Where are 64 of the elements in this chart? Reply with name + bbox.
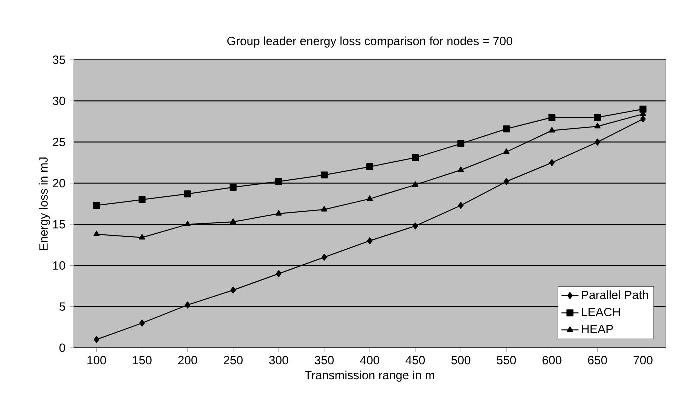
y-tick-label: 30	[52, 96, 66, 106]
point	[549, 127, 556, 133]
x-tick-label: 150	[133, 356, 152, 365]
x-tick-label: 550	[497, 356, 516, 365]
point	[138, 196, 146, 204]
y-tick-label: 35	[52, 56, 66, 64]
x-tick-label: 450	[406, 356, 426, 365]
x-tick-label: 300	[269, 356, 288, 365]
point	[412, 154, 420, 162]
point	[458, 202, 464, 210]
point	[276, 270, 282, 278]
point	[594, 114, 602, 122]
point	[594, 138, 600, 146]
y-tick-label: 0	[60, 344, 66, 352]
y-tick-label: 20	[53, 179, 66, 188]
point	[366, 163, 374, 170]
point	[458, 140, 465, 148]
point	[548, 114, 556, 122]
x-tick-label: 200	[178, 356, 198, 365]
point	[94, 336, 100, 344]
x-axis-title: Transmission range in m	[305, 370, 434, 382]
y-tick-label: 25	[53, 138, 66, 147]
legend-label: HEAP	[582, 325, 614, 334]
point	[275, 178, 282, 186]
point	[594, 123, 601, 129]
point	[93, 202, 100, 210]
point	[504, 148, 510, 154]
x-tick-label: 250	[224, 356, 243, 365]
point	[503, 126, 510, 133]
legend-label: Parallel Path	[582, 290, 648, 300]
point	[366, 196, 374, 202]
y-axis-title: Energy loss in mJ	[39, 158, 50, 250]
x-tick-label: 600	[542, 356, 562, 365]
point	[640, 116, 646, 123]
x-tick-label: 400	[360, 356, 380, 365]
point	[322, 254, 328, 261]
chart-title: Group leader energy loss comparison for nodes = 700	[228, 36, 513, 48]
y-tick-label: 5	[60, 302, 66, 312]
point	[320, 172, 328, 179]
legend-label: LEACH	[582, 308, 620, 316]
point	[412, 222, 418, 230]
point	[321, 206, 328, 212]
point	[276, 210, 282, 216]
point	[367, 238, 373, 245]
y-tick-label: 15	[53, 220, 66, 229]
point	[184, 221, 191, 227]
x-tick-label: 350	[314, 356, 334, 365]
point	[230, 184, 237, 192]
x-tick-label: 500	[452, 356, 471, 365]
point	[412, 182, 419, 188]
point	[94, 230, 100, 236]
point	[230, 286, 236, 294]
x-tick-label: 700	[634, 356, 653, 365]
x-tick-label: 650	[588, 356, 608, 365]
point	[230, 218, 236, 224]
point	[458, 166, 464, 172]
point	[140, 320, 146, 327]
point	[549, 159, 555, 166]
x-tick-label: 100	[88, 356, 106, 365]
point	[504, 178, 510, 186]
point	[184, 190, 192, 198]
point	[185, 302, 191, 309]
point	[139, 234, 146, 240]
y-tick-label: 10	[53, 261, 66, 270]
